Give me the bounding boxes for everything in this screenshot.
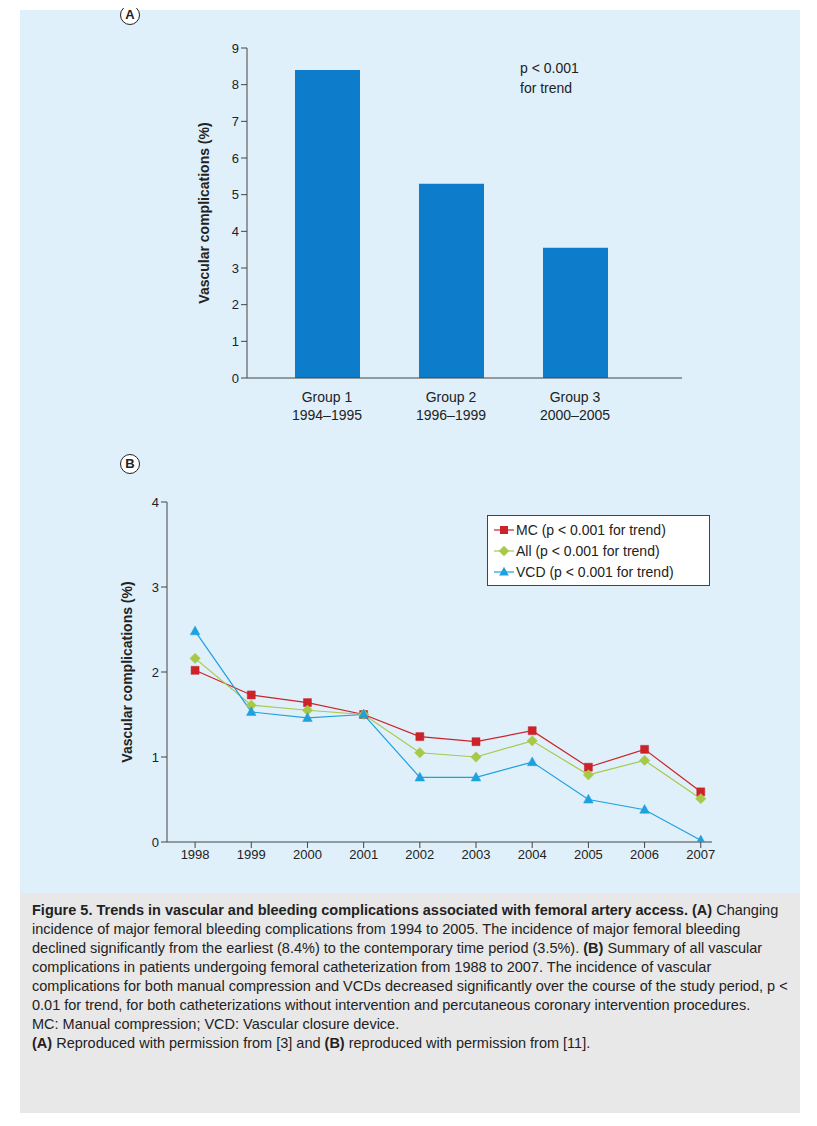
svg-text:2007: 2007 [686, 847, 715, 862]
svg-text:Vascular complications (%): Vascular complications (%) [196, 122, 212, 303]
svg-text:3: 3 [152, 580, 159, 595]
svg-text:7: 7 [232, 114, 239, 129]
svg-text:2003: 2003 [462, 847, 491, 862]
svg-text:1998: 1998 [181, 847, 210, 862]
svg-text:1: 1 [152, 750, 159, 765]
svg-text:Group 32000–2005: Group 32000–2005 [540, 389, 610, 423]
svg-text:Group 21996–1999: Group 21996–1999 [416, 389, 486, 423]
html-text:B: B [125, 456, 135, 471]
svg-text:2004: 2004 [518, 847, 547, 862]
svg-text:2: 2 [152, 665, 159, 680]
svg-text:2001: 2001 [349, 847, 378, 862]
svg-text:Vascular complications (%): Vascular complications (%) [119, 581, 135, 762]
html-text:VCD (p < 0.001 for trend): VCD (p < 0.001 for trend) [516, 563, 674, 580]
svg-text:0: 0 [152, 835, 159, 850]
html-text:MC: Manual compression; VCD: V: MC: Manual compression; VCD: Vascular cl… [32, 1016, 400, 1032]
html-text:A: A [125, 7, 135, 22]
svg-text:6: 6 [232, 151, 239, 166]
svg-text:Group 11994–1995: Group 11994–1995 [292, 389, 362, 423]
svg-text:1: 1 [232, 334, 239, 349]
svg-text:2000: 2000 [293, 847, 322, 862]
svg-text:8: 8 [232, 77, 239, 92]
svg-text:4: 4 [232, 224, 239, 239]
html-text:p < 0.001 for trend: p < 0.001 for trend [520, 60, 579, 96]
svg-text:2002: 2002 [405, 847, 434, 862]
svg-text:2006: 2006 [630, 847, 659, 862]
html-text:(A) Reproduced with permission: (A) Reproduced with permission from [3] … [32, 1035, 591, 1051]
svg-text:2005: 2005 [574, 847, 603, 862]
html-text:All (p < 0.001 for trend): All (p < 0.001 for trend) [516, 542, 660, 559]
html-text:Figure 5. Trends in vascular a: Figure 5. Trends in vascular and bleedin… [32, 902, 788, 1013]
svg-text:1999: 1999 [237, 847, 266, 862]
svg-text:0: 0 [232, 371, 239, 386]
svg-text:2: 2 [232, 297, 239, 312]
svg-text:3: 3 [232, 261, 239, 276]
html-text:MC (p < 0.001 for trend): MC (p < 0.001 for trend) [516, 521, 666, 538]
svg-text:5: 5 [232, 187, 239, 202]
svg-text:9: 9 [232, 41, 239, 56]
svg-text:4: 4 [152, 495, 159, 510]
